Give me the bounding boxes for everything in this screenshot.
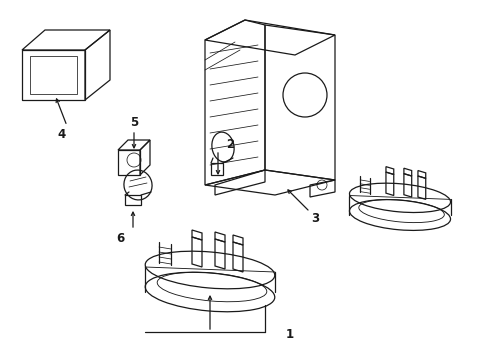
Text: 6: 6 <box>116 231 124 244</box>
Text: 2: 2 <box>226 139 234 152</box>
Text: 4: 4 <box>58 127 66 140</box>
Text: 1: 1 <box>286 328 294 342</box>
Text: 3: 3 <box>311 211 319 225</box>
Text: 5: 5 <box>130 116 138 129</box>
